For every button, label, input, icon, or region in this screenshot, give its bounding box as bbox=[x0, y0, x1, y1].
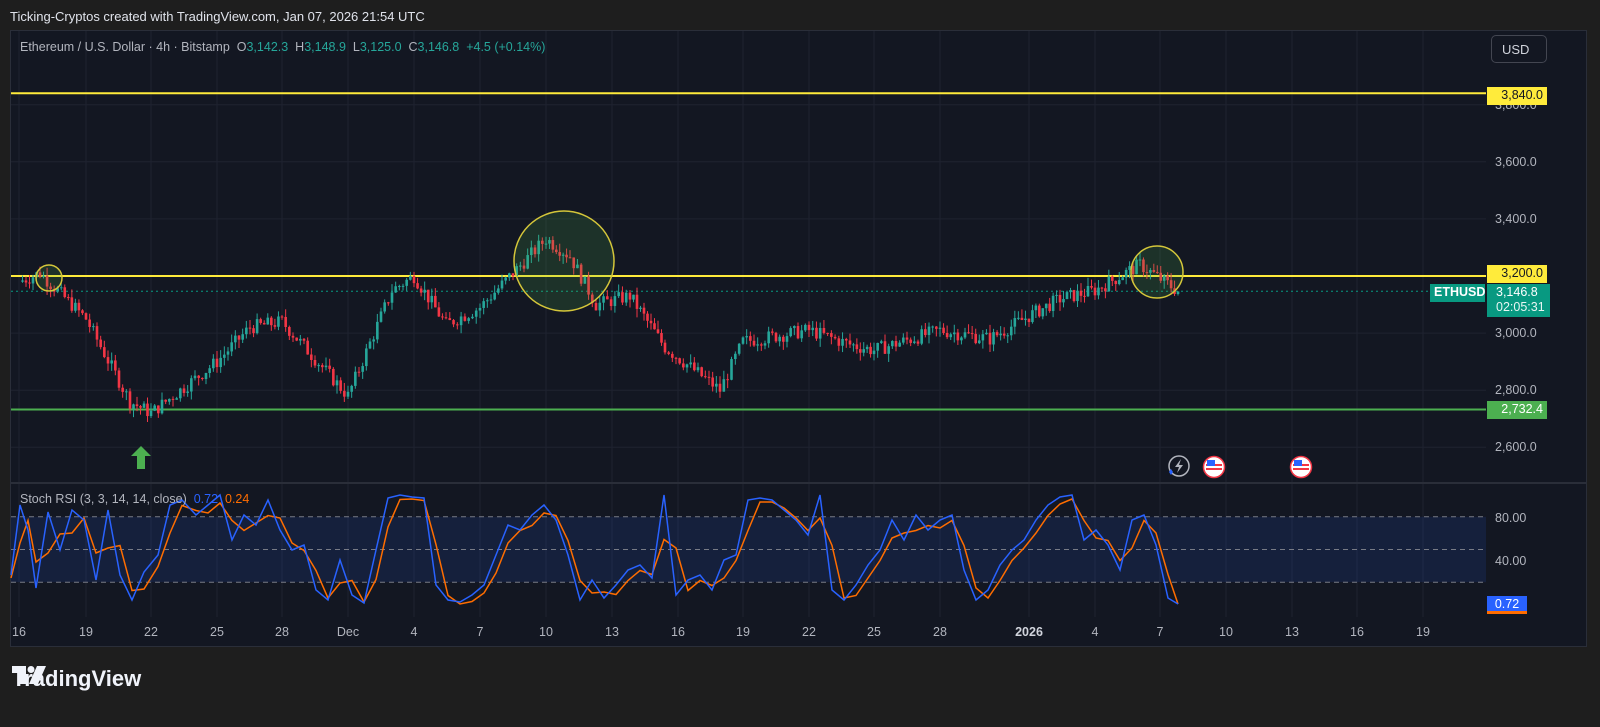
k-value: 0.72 bbox=[193, 492, 219, 506]
time-label: 7 bbox=[1156, 625, 1164, 639]
chart-title: Ticking-Cryptos created with TradingView… bbox=[10, 9, 425, 24]
currency-button[interactable]: USD bbox=[1491, 35, 1547, 63]
support-tag[interactable]: 2,732.4 bbox=[1487, 401, 1547, 419]
resistance-top-tag[interactable]: 3,840.0 bbox=[1487, 87, 1547, 105]
time-label: 25 bbox=[210, 625, 224, 639]
time-label: 25 bbox=[867, 625, 881, 639]
price-label: 3,600.0 bbox=[1495, 155, 1537, 169]
time-label: 4 bbox=[1091, 625, 1099, 639]
last-price: 3,146.8 bbox=[1496, 285, 1538, 299]
symbol-label: Ethereum / U.S. Dollar · 4h · Bitstamp bbox=[20, 40, 230, 54]
tradingview-logo[interactable]: TradingView bbox=[12, 666, 141, 692]
time-label: 22 bbox=[802, 625, 816, 639]
price-label: 3,000.0 bbox=[1495, 326, 1537, 340]
us-flag-event-icon[interactable] bbox=[1202, 455, 1226, 479]
price-label: 3,400.0 bbox=[1495, 212, 1537, 226]
candles bbox=[21, 234, 1180, 423]
ohlc-legend: Ethereum / U.S. Dollar · 4h · Bitstamp O… bbox=[20, 40, 546, 54]
open-value: 3,142.3 bbox=[246, 40, 289, 54]
us-flag-event-icon[interactable] bbox=[1289, 455, 1313, 479]
price-label: 2,600.0 bbox=[1495, 440, 1537, 454]
time-label: 16 bbox=[12, 625, 26, 639]
time-label: 4 bbox=[410, 625, 418, 639]
bar-countdown: 02:05:31 bbox=[1496, 300, 1545, 314]
time-label: 16 bbox=[1350, 625, 1364, 639]
time-label: 10 bbox=[539, 625, 553, 639]
rsi-value-tag: 0.72 bbox=[1487, 596, 1527, 614]
change-value: +4.5 (+0.14%) bbox=[466, 40, 546, 54]
time-label: 19 bbox=[736, 625, 750, 639]
time-label: 10 bbox=[1219, 625, 1233, 639]
lightning-event-icon[interactable] bbox=[1165, 455, 1191, 479]
time-label: 7 bbox=[476, 625, 484, 639]
time-label: 19 bbox=[79, 625, 93, 639]
time-label: 13 bbox=[605, 625, 619, 639]
d-value: 0.24 bbox=[225, 492, 250, 506]
time-label: 28 bbox=[933, 625, 947, 639]
time-label: 28 bbox=[275, 625, 289, 639]
time-label: 13 bbox=[1285, 625, 1299, 639]
tradingview-logo-icon bbox=[12, 666, 46, 684]
price-label: 2,800.0 bbox=[1495, 383, 1537, 397]
time-label: 16 bbox=[671, 625, 685, 639]
symbol-tag: ETHUSD bbox=[1430, 284, 1485, 302]
rsi-axis-label: 80.00 bbox=[1495, 511, 1527, 525]
resistance-mid-tag[interactable]: 3,200.0 bbox=[1487, 265, 1547, 283]
time-label: 2026 bbox=[1015, 625, 1043, 639]
low-value: 3,125.0 bbox=[359, 40, 402, 54]
stoch-rsi-legend: Stoch RSI (3, 3, 14, 14, close) 0.72 0.2… bbox=[20, 492, 249, 506]
close-value: 3,146.8 bbox=[417, 40, 460, 54]
last-price-tag: 3,146.8 02:05:31 bbox=[1487, 284, 1550, 317]
high-value: 3,148.9 bbox=[304, 40, 346, 54]
time-label: Dec bbox=[336, 625, 360, 639]
rsi-axis-label: 40.00 bbox=[1495, 554, 1527, 568]
time-label: 22 bbox=[144, 625, 158, 639]
time-label: 19 bbox=[1416, 625, 1430, 639]
indicator-title: Stoch RSI (3, 3, 14, 14, close) bbox=[20, 492, 187, 506]
